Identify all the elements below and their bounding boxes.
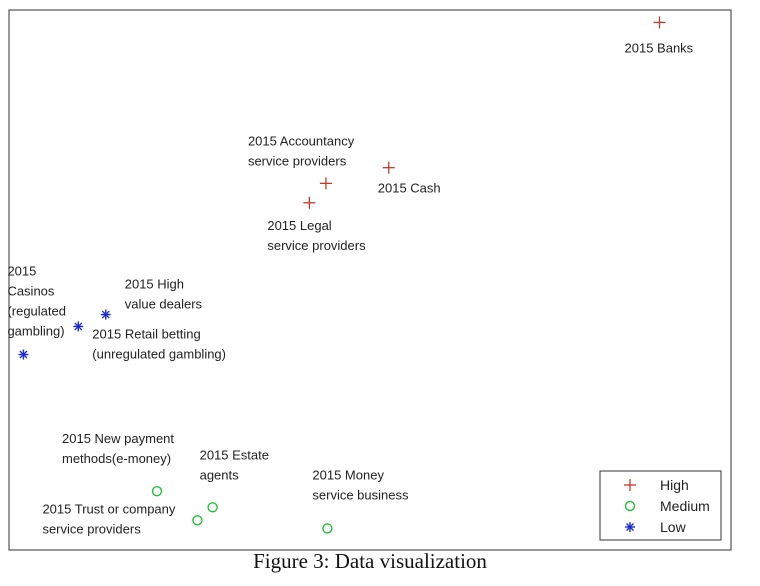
legend-box [599, 470, 722, 541]
legend-label-high: High [660, 477, 689, 493]
point-label-high-0: 2015 Banks [625, 40, 694, 55]
scatter-marks [18, 16, 666, 534]
point-label-low-2: 2015 Casinos (regulated gambling) [7, 264, 66, 339]
point-low-0 [100, 309, 111, 320]
point-label-low-1: 2015 Retail betting (unregulated gambling… [92, 326, 226, 361]
point-high-3 [303, 196, 316, 209]
legend-marker-low [625, 522, 635, 532]
figure-caption: Figure 3: Data visualization [253, 549, 487, 573]
legend: High Medium Low [599, 470, 722, 541]
point-label-medium-0: 2015 New payment methods(e-money) [62, 431, 174, 466]
point-medium-2 [192, 515, 203, 526]
point-label-high-3: 2015 Legal service providers [267, 218, 366, 253]
point-low-1 [73, 321, 84, 332]
legend-marker-medium [624, 500, 636, 512]
point-medium-1 [207, 502, 218, 513]
point-label-medium-2: 2015 Trust or company service providers [42, 501, 175, 536]
point-labels: 2015 Banks 2015 Cash 2015 Accountancy servi… [7, 40, 693, 536]
plot-frame [8, 9, 732, 551]
point-high-2 [319, 177, 332, 190]
point-label-medium-1: 2015 Estate agents [200, 447, 269, 482]
point-label-high-2: 2015 Accountancy service providers [248, 133, 355, 168]
point-label-medium-3: 2015 Money service business [312, 467, 409, 502]
point-medium-3 [322, 523, 333, 534]
point-label-high-1: 2015 Cash [378, 181, 441, 196]
legend-label-medium: Medium [660, 498, 710, 514]
point-high-0 [653, 16, 666, 29]
legend-label-low: Low [660, 519, 687, 535]
point-low-2 [18, 349, 29, 360]
point-label-low-0: 2015 High value dealers [125, 277, 203, 312]
point-high-1 [382, 161, 395, 174]
point-medium-0 [151, 485, 163, 497]
legend-marker-high [624, 479, 636, 491]
